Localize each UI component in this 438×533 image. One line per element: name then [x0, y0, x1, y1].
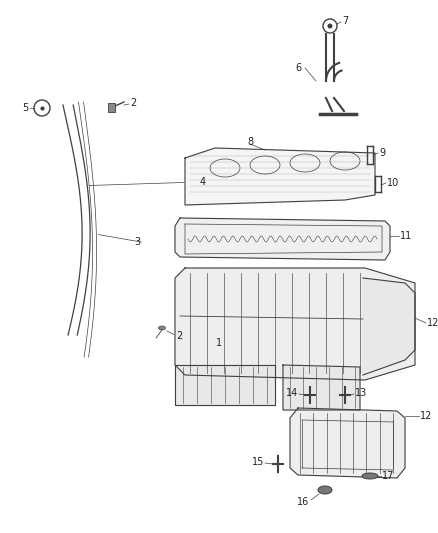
- Text: 17: 17: [382, 471, 394, 481]
- Ellipse shape: [318, 486, 332, 494]
- Ellipse shape: [191, 340, 209, 346]
- Text: 12: 12: [420, 411, 432, 421]
- Text: 2: 2: [130, 98, 136, 108]
- Bar: [108, 103, 115, 112]
- Polygon shape: [175, 268, 415, 380]
- Text: 12: 12: [427, 318, 438, 328]
- Text: 16: 16: [297, 497, 309, 507]
- Polygon shape: [363, 278, 415, 375]
- Ellipse shape: [362, 473, 378, 479]
- Text: 9: 9: [379, 148, 385, 158]
- Text: 5: 5: [22, 103, 28, 113]
- Text: 3: 3: [134, 237, 140, 247]
- Polygon shape: [175, 218, 390, 260]
- Polygon shape: [185, 148, 375, 205]
- Polygon shape: [175, 365, 275, 405]
- Text: 11: 11: [400, 231, 412, 241]
- Polygon shape: [283, 365, 360, 410]
- Text: 14: 14: [286, 388, 298, 398]
- Text: 8: 8: [247, 137, 253, 147]
- Text: 1: 1: [216, 338, 222, 348]
- Text: 7: 7: [342, 16, 348, 26]
- Text: 6: 6: [296, 63, 302, 73]
- Text: 13: 13: [355, 388, 367, 398]
- Polygon shape: [290, 408, 405, 478]
- Ellipse shape: [159, 326, 166, 330]
- Text: 4: 4: [200, 177, 206, 187]
- Text: 10: 10: [387, 178, 399, 188]
- Circle shape: [328, 23, 332, 28]
- Text: 2: 2: [176, 331, 182, 341]
- Text: 15: 15: [251, 457, 264, 467]
